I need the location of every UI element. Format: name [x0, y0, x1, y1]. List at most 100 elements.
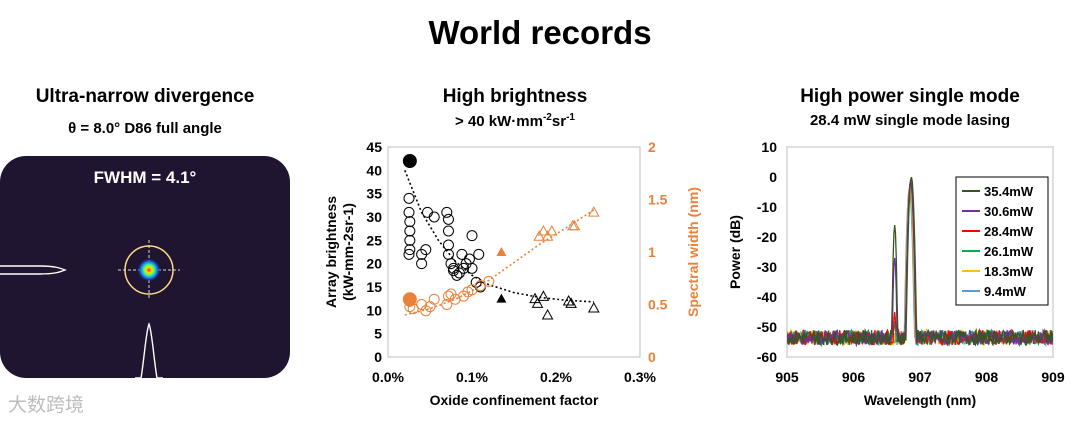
d86-circle	[124, 245, 174, 295]
beam-spot	[137, 258, 161, 282]
left-axis-label-line1: Array brightness	[323, 196, 339, 308]
left-point-circle	[404, 225, 416, 237]
left-tick-label: 0	[374, 349, 382, 365]
y-tick-label: -40	[757, 289, 777, 305]
brightness-chart: 0 5 10 15 20 25 30 35 40 45 0 0.5 1 1.5 2 0.0% 0.1% 0.2% 0…	[323, 139, 701, 408]
right-point-circle	[458, 290, 470, 302]
left-point-triangle	[562, 294, 575, 306]
left-point-triangle	[587, 301, 600, 313]
right-point-circle	[483, 275, 495, 287]
plot-frame	[786, 146, 1054, 358]
left-tick-label: 40	[366, 162, 382, 178]
right-point-triangle	[537, 224, 550, 236]
left-tick-label: 5	[374, 326, 382, 342]
left-point-circle	[441, 206, 453, 218]
horizontal-profile	[0, 265, 67, 275]
left-point-triangle-filled	[496, 293, 507, 303]
left-point-circle	[403, 206, 415, 218]
left-point-circle	[456, 248, 468, 260]
left-point-circle	[428, 211, 440, 223]
spectrum-chart: 10 0 -10 -20 -30 -40 -50 -60 905 906 907 908 909 Wave…	[727, 139, 1065, 408]
x-tick-label: 0.0%	[372, 369, 404, 385]
x-axis-label: Oxide confinement factor	[430, 392, 599, 408]
legend-label: 9.4mW	[984, 284, 1027, 299]
right-point-circle-filled	[402, 292, 417, 307]
x-tick-label: 0.3%	[624, 369, 656, 385]
right-tick-label: 1.5	[648, 192, 668, 208]
left-point-circle-filled	[402, 154, 417, 168]
right-point-triangle	[533, 230, 546, 241]
fwhm-label: FWHM = 4.1°	[93, 168, 197, 187]
left-tick-label: 10	[366, 302, 382, 318]
right-point-circle	[428, 293, 440, 305]
left-point-circle	[421, 206, 433, 218]
vertical-profile	[135, 322, 163, 378]
single-mode-title: High power single mode	[800, 86, 1020, 107]
left-tick-label: 15	[366, 279, 382, 295]
divergence-title: Ultra-narrow divergence	[35, 86, 255, 107]
x-tick-label: 905	[775, 369, 799, 385]
x-tick-label: 0.2%	[540, 369, 572, 385]
left-point-circle	[442, 225, 454, 237]
left-point-circle	[442, 213, 454, 225]
page-title: World records	[428, 14, 652, 51]
y-tick-label: -50	[757, 319, 777, 335]
x-tick-label: 909	[1041, 369, 1065, 385]
legend-label: 26.1mW	[984, 244, 1034, 259]
left-point-circle	[466, 230, 478, 242]
y-tick-label: -10	[757, 199, 777, 215]
left-point-triangle	[541, 308, 554, 320]
left-point-triangle	[529, 292, 541, 304]
legend-label: 18.3mW	[984, 264, 1034, 279]
right-point-triangle	[541, 230, 554, 241]
right-tick-label: 0.5	[648, 297, 668, 313]
left-point-circle	[403, 248, 415, 260]
legend-box	[955, 176, 1049, 306]
right-trendline	[404, 209, 595, 316]
y-tick-label: -20	[757, 229, 777, 245]
right-point-triangle	[545, 224, 558, 236]
left-tick-label: 25	[366, 232, 382, 248]
left-point-triangle	[531, 297, 544, 308]
left-point-triangle	[537, 290, 550, 301]
left-point-circle	[404, 234, 416, 246]
left-trendline	[404, 170, 594, 303]
right-point-circle	[416, 299, 428, 310]
left-tick-label: 35	[366, 186, 382, 202]
right-axis-label: Spectral width (nm)	[685, 187, 701, 317]
watermark: 大数跨境	[8, 395, 85, 416]
y-tick-label: -30	[757, 259, 777, 275]
beam-profile-graphic	[0, 240, 180, 378]
left-tick-label: 30	[366, 209, 382, 225]
left-tick-label: 20	[366, 256, 382, 272]
right-point-triangle	[587, 206, 600, 217]
right-tick-label: 1	[648, 244, 656, 260]
right-point-circle	[420, 305, 432, 317]
left-point-circle	[473, 248, 485, 260]
left-point-circle	[466, 262, 478, 274]
right-point-circle	[441, 299, 453, 310]
right-point-triangle	[568, 219, 581, 231]
right-tick-label: 2	[648, 139, 656, 155]
x-tick-label: 906	[842, 369, 866, 385]
divergence-subtitle: θ = 8.0° D86 full angle	[68, 120, 222, 137]
left-point-circle	[416, 258, 428, 270]
right-tick-label: 0	[648, 349, 656, 365]
left-point-circle	[403, 192, 415, 204]
left-point-circle	[404, 244, 416, 256]
x-tick-label: 907	[908, 369, 932, 385]
y-tick-label: -60	[757, 349, 777, 365]
left-point-circle	[442, 239, 454, 251]
left-axis-label-line2: (kW-mm-2sr-1)	[340, 203, 356, 301]
left-point-triangle	[565, 297, 577, 308]
legend-label: 30.6mW	[984, 204, 1034, 219]
brightness-subtitle: > 40 kW·mm-2sr-1	[455, 112, 575, 130]
x-tick-label: 0.1%	[456, 369, 488, 385]
beam-profile-image: FWHM = 4.1°	[0, 156, 290, 378]
brightness-title: High brightness	[442, 86, 588, 107]
x-tick-label: 908	[975, 369, 999, 385]
single-mode-subtitle: 28.4 mW single mode lasing	[809, 112, 1011, 129]
y-tick-label: 0	[769, 169, 777, 185]
left-point-circle	[420, 244, 432, 256]
left-point-circle	[442, 248, 454, 260]
